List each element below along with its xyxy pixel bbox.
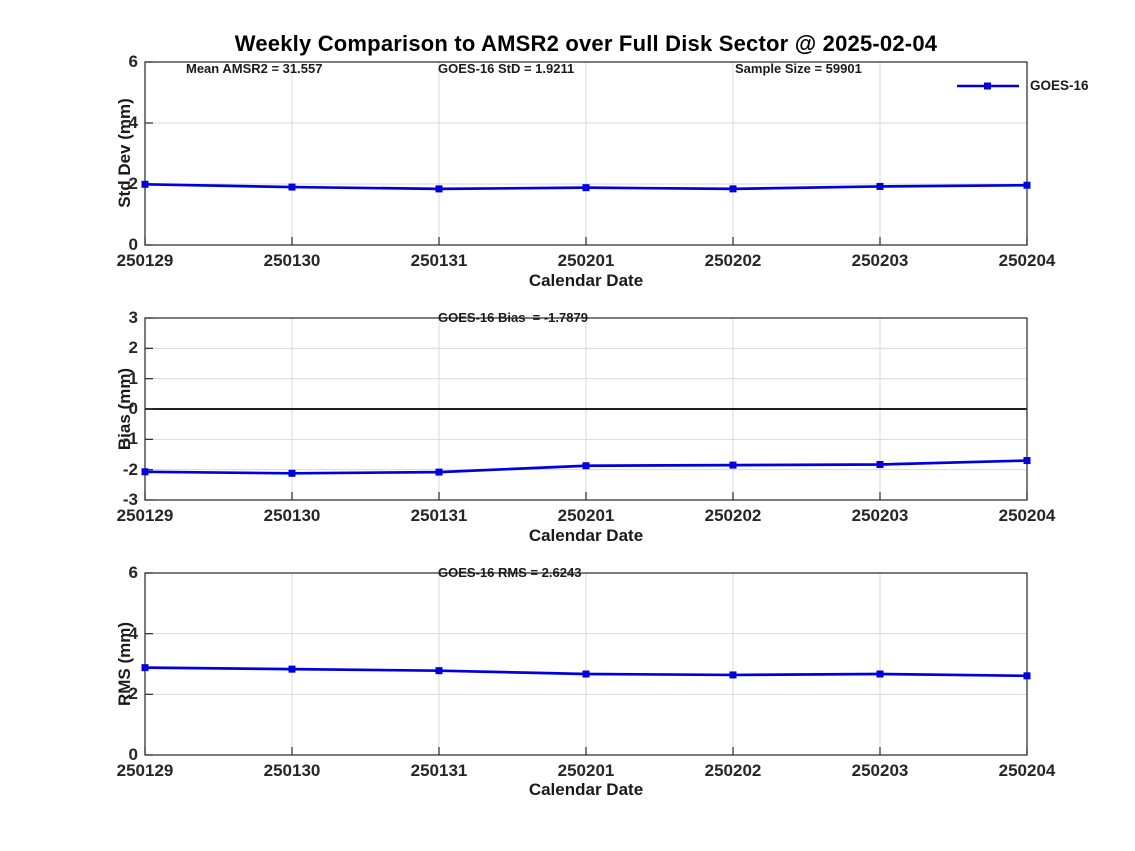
legend-label: GOES-16	[1030, 78, 1089, 93]
bias-data-point	[582, 462, 590, 470]
rms-y-tick-label: 0	[128, 745, 138, 764]
bias-y-tick-label: 2	[128, 338, 138, 358]
bias-y-tick-label: -3	[122, 490, 138, 509]
figure-title: Weekly Comparison to AMSR2 over Full Dis…	[234, 31, 938, 56]
stddev-data-point	[141, 180, 149, 188]
stddev-y-tick-label: 0	[128, 235, 138, 254]
legend-line-sample	[957, 82, 1019, 90]
bias-data-point	[288, 469, 296, 477]
bias-x-tick-label: 250204	[998, 506, 1056, 525]
annotation-goes16-rms: GOES-16 RMS = 2.6243	[438, 565, 582, 580]
rms-y-tick-label: 6	[128, 563, 138, 582]
stddev-data-point	[288, 183, 296, 191]
rms-x-tick-label: 250130	[263, 761, 321, 780]
bias-y-tick-label: 3	[128, 308, 138, 327]
stddev-y-tick-label: 2	[128, 174, 138, 193]
rms-x-tick-label: 250202	[704, 761, 762, 780]
annotation-mean-amsr2: Mean AMSR2 = 31.557	[186, 61, 323, 76]
stddev-x-tick-label: 250202	[704, 251, 762, 270]
stddev-data-point	[729, 185, 737, 193]
bias-data-point	[876, 461, 884, 469]
rms-data-point	[582, 670, 590, 678]
bias-x-tick-label: 250202	[704, 506, 762, 525]
rms-x-tick-label: 250201	[557, 761, 615, 780]
bias-data-point	[729, 461, 737, 469]
bias-y-tick-label: 1	[128, 368, 138, 388]
annotation-goes16-std: GOES-16 StD = 1.9211	[438, 61, 575, 76]
rms-data-point	[1023, 672, 1031, 680]
rms-y-tick-label: 2	[128, 684, 138, 704]
stddev-data-point	[1023, 181, 1031, 189]
bias-data-point	[141, 468, 149, 476]
rms-data-point	[729, 671, 737, 679]
bias-data-point	[1023, 457, 1031, 465]
annotation-sample-size: Sample Size = 59901	[735, 61, 862, 76]
stddev-x-tick-label: 250201	[557, 251, 615, 270]
legend-marker-icon	[984, 82, 991, 90]
rms-x-tick-label: 250129	[116, 761, 174, 780]
stddev-x-axis-label: Calendar Date	[528, 271, 644, 290]
rms-data-point	[435, 667, 443, 675]
stddev-y-tick-label: 6	[128, 52, 138, 71]
rms-y-tick-label: 4	[128, 623, 138, 643]
stddev-x-tick-label: 250130	[263, 251, 321, 270]
bias-data-point	[435, 468, 443, 476]
bias-y-tick-label: 0	[128, 399, 138, 418]
stddev-data-point	[582, 184, 590, 192]
annotation-goes16-bias: GOES-16 Bias = -1.7879	[438, 310, 588, 325]
bias-x-tick-label: 250129	[116, 506, 174, 525]
stddev-y-tick-label: 4	[128, 113, 138, 132]
stddev-x-tick-label: 250204	[998, 251, 1056, 270]
rms-x-tick-label: 250203	[851, 761, 909, 780]
stddev-data-point	[435, 185, 443, 193]
rms-data-point	[288, 665, 296, 673]
stddev-x-tick-label: 250131	[410, 251, 468, 270]
stddev-data-point	[876, 182, 884, 190]
bias-x-axis-label: Calendar Date	[528, 526, 644, 545]
bias-x-tick-label: 250131	[410, 506, 468, 525]
rms-data-point	[141, 664, 149, 672]
bias-x-tick-label: 250203	[851, 506, 909, 525]
rms-x-tick-label: 250131	[410, 761, 468, 780]
bias-y-tick-label: -2	[122, 459, 138, 479]
rms-x-axis-label: Calendar Date	[528, 780, 644, 799]
bias-x-tick-label: 250130	[263, 506, 321, 525]
rms-data-point	[876, 670, 884, 678]
stddev-x-tick-label: 250129	[116, 251, 174, 270]
stddev-x-tick-label: 250203	[851, 251, 909, 270]
bias-x-tick-label: 250201	[557, 506, 615, 525]
bias-y-tick-label: -1	[122, 429, 138, 449]
rms-x-tick-label: 250204	[998, 761, 1056, 780]
